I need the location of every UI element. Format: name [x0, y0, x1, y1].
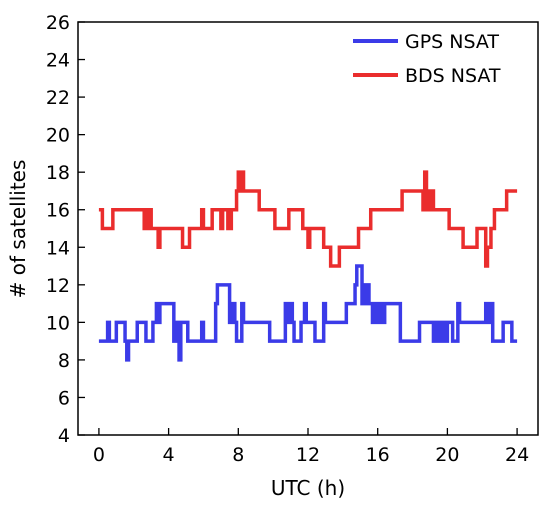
ticks-layer: 0 4 8 12 16 20 24 4 6 8 10 12 14 16 18 20 22 24 26	[46, 12, 529, 466]
y-tick-label: 26	[46, 12, 70, 34]
y-tick-label: 12	[46, 275, 70, 297]
x-tick-label: 16	[366, 444, 390, 466]
y-axis-label: # of satellites	[6, 160, 30, 299]
y-tick-label: 6	[58, 387, 70, 409]
legend-label-gps: GPS NSAT	[405, 31, 499, 53]
y-tick-label: 10	[46, 312, 70, 334]
y-tick-label: 20	[46, 125, 70, 147]
y-tick-label: 4	[58, 425, 70, 447]
series-line-1	[98, 170, 518, 268]
x-tick-label: 8	[232, 444, 244, 466]
legend-label-bds: BDS NSAT	[405, 65, 501, 87]
y-tick-label: 22	[46, 87, 70, 109]
y-tick-label: 8	[58, 350, 70, 372]
x-tick-label: 24	[505, 444, 529, 466]
y-tick-label: 18	[46, 162, 70, 184]
legend: GPS NSAT BDS NSAT	[353, 31, 501, 87]
series-layer	[98, 170, 518, 362]
x-tick-label: 0	[93, 444, 105, 466]
x-tick-label: 4	[163, 444, 175, 466]
y-tick-label: 14	[46, 237, 70, 259]
x-tick-label: 20	[435, 444, 459, 466]
y-tick-label: 24	[46, 50, 70, 72]
x-axis-label: UTC (h)	[271, 476, 345, 500]
y-tick-label: 16	[46, 200, 70, 222]
series-line-0	[98, 264, 518, 362]
x-tick-label: 12	[296, 444, 320, 466]
